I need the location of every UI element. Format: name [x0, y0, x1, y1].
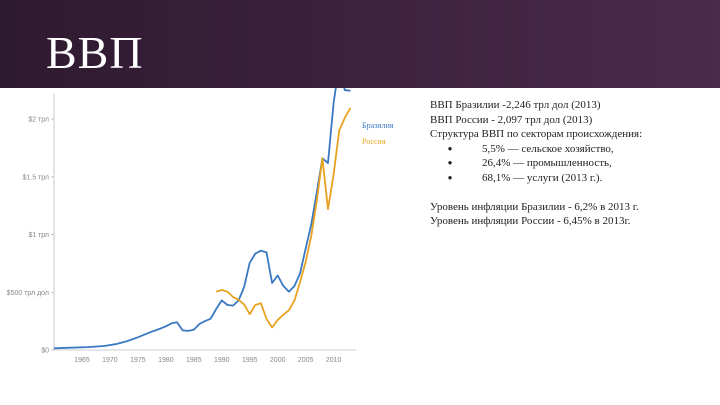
- chart-legend: Бразилия Россия: [362, 121, 394, 146]
- bullet-industry: ● 26,4% — промышленность,: [430, 156, 715, 171]
- bullet-dot: ●: [447, 143, 453, 153]
- legend-entry-brazil: Бразилия: [362, 121, 394, 130]
- x-tick-label: 1965: [74, 357, 90, 364]
- series-line-brazil: [53, 88, 351, 350]
- inflation-brazil: Уровень инфляции Бразилии - 6,2% в 2013 …: [430, 200, 639, 213]
- x-tick-label: 1995: [242, 357, 258, 364]
- inflation-russia: Уровень инфляции России - 6,45% в 2013г.: [430, 215, 631, 228]
- x-tick-label: 1990: [214, 357, 230, 364]
- info-line-structure: Структура ВВП по секторам происхождения:: [430, 128, 643, 141]
- gdp-info-text: ВВП Бразилии -2,246 трл дол (2013) ВВП Р…: [430, 98, 715, 229]
- series-line-russia: [215, 107, 352, 329]
- x-tick-label: 2010: [326, 357, 342, 364]
- y-tick-label: $1.5 трл: [22, 174, 49, 181]
- y-tick-label: $1 трл: [28, 232, 49, 239]
- y-tick-label: $0: [41, 348, 49, 355]
- x-tick-label: 1980: [158, 357, 174, 364]
- x-axis-ticks: 1965 1970 1975 1980 1985 1990 1995 2000 2005 2010: [74, 357, 341, 364]
- x-tick-label: 2005: [298, 357, 314, 364]
- x-tick-label: 1970: [102, 357, 118, 364]
- title-banner: ВВП: [0, 0, 720, 88]
- info-line-russia-gdp: ВВП России - 2,097 трл дол (2013): [430, 113, 593, 126]
- series-lines: [53, 88, 352, 350]
- x-tick-label: 2000: [270, 357, 286, 364]
- bullet-agriculture: ● 5,5% — сельское хозяйство,: [430, 142, 715, 157]
- bullet-dot: ●: [447, 158, 453, 168]
- gdp-line-chart: $0$500 трл дол$1 трл$1.5 трл$2 трл 1965 1…: [7, 88, 394, 364]
- chart-axes: [53, 94, 356, 351]
- x-tick-label: 1985: [186, 357, 202, 364]
- info-line-brazil-gdp: ВВП Бразилии -2,246 трл дол (2013): [430, 99, 601, 111]
- x-tick-label: 1975: [130, 357, 146, 364]
- bullet-services: ● 68,1% — услуги (2013 г.).: [430, 171, 715, 186]
- y-tick-label: $500 трл дол: [7, 290, 49, 297]
- legend-entry-russia: Россия: [362, 137, 386, 146]
- bullet-dot: ●: [447, 172, 453, 182]
- y-axis-ticks: $0 $500 трл дол $1 трл $1.5 трл $2 трл: [7, 117, 54, 355]
- y-tick-label: $2 трл: [28, 117, 49, 124]
- slide-title: ВВП: [46, 27, 144, 78]
